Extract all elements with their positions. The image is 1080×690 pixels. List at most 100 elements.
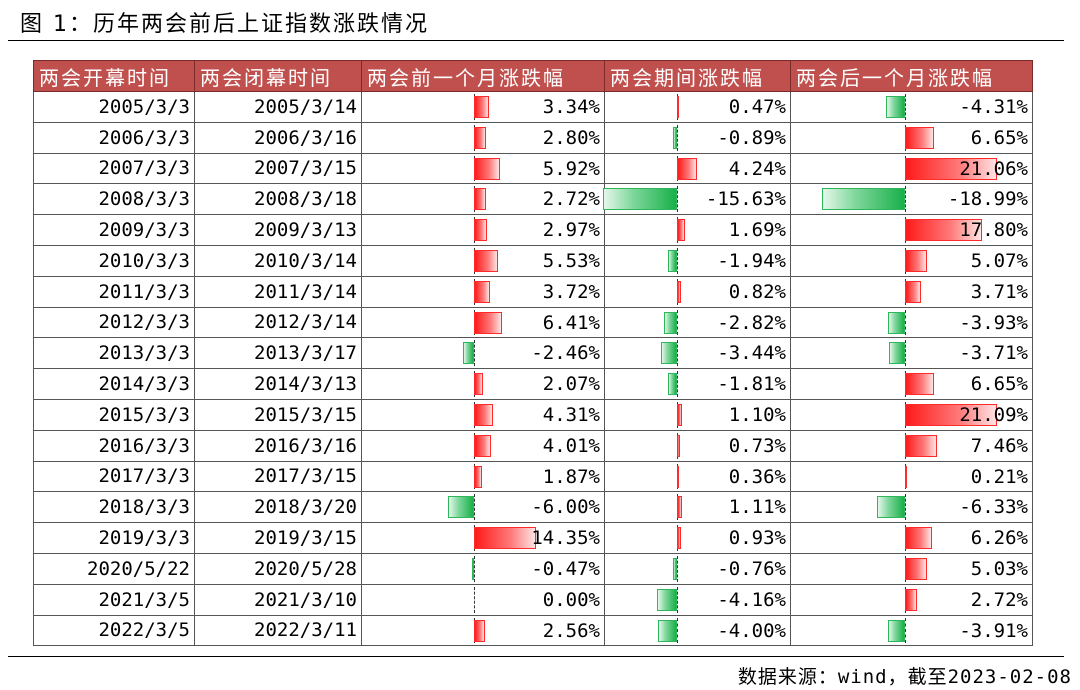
before-change-cell: 4.01% [361,429,605,462]
during-change-cell: 1.11% [604,491,791,524]
open-date-cell: 2007/3/3 [33,152,195,185]
close-date-cell: 2006/3/16 [194,121,362,154]
before-change-value: 2.07% [542,373,600,396]
before-change-value: -0.47% [531,557,600,580]
after-change-bar [905,403,997,426]
before-change-value: 2.97% [542,219,600,242]
table-row: 2010/3/3 2010/3/14 5.53% -1.94% 5.07% [33,244,1033,277]
during-change-cell: 0.82% [604,275,791,308]
during-change-cell: 4.24% [604,152,791,185]
before-change-bar [463,342,474,365]
close-date-cell: 2009/3/13 [194,214,362,246]
after-change-cell: 7.46% [790,429,1033,462]
open-date-cell: 2017/3/3 [33,460,195,493]
before-change-cell: 5.53% [361,244,605,277]
header-during-change: 两会期间涨跌幅 [604,60,791,92]
during-change-bar [672,126,677,149]
before-change-bar [474,465,483,488]
during-change-value: 1.11% [728,496,786,519]
table-row: 2017/3/3 2017/3/15 1.87% 0.36% 0.21% [33,460,1033,493]
during-change-bar [663,311,677,334]
open-date-cell: 2014/3/3 [33,368,195,400]
open-date-cell: 2009/3/3 [33,214,195,246]
during-change-value: 0.73% [728,434,786,457]
after-change-value: -6.33% [959,496,1028,519]
after-change-value: 5.03% [970,557,1028,580]
header-open-date: 两会开幕时间 [33,60,195,92]
during-change-value: -3.44% [717,342,786,365]
open-date-cell: 2016/3/3 [33,429,195,462]
table-row: 2022/3/5 2022/3/11 2.56% -4.00% -3.91% [33,614,1033,647]
before-change-cell: -2.46% [361,337,605,370]
during-change-cell: -1.94% [604,244,791,277]
before-change-cell: 2.56% [361,614,605,647]
during-change-cell: -15.63% [602,183,791,216]
after-change-bar [905,280,922,303]
after-change-bar [905,465,907,488]
during-change-bar [658,619,677,642]
after-change-value: 3.71% [970,280,1028,303]
during-change-value: -0.89% [717,126,786,149]
during-change-value: -1.94% [717,249,786,272]
before-change-value: 2.80% [542,126,600,149]
during-change-value: 0.82% [728,280,786,303]
before-change-value: -2.46% [531,342,600,365]
open-date-cell: 2006/3/3 [33,121,195,154]
after-change-bar [905,126,934,149]
after-change-bar [887,311,905,334]
before-change-cell: -6.00% [361,491,605,524]
before-change-bar [474,188,486,211]
after-change-bar [905,557,927,580]
figure-title: 图 1：历年两会前后上证指数涨跌情况 [20,12,429,37]
before-change-value: 14.35% [531,527,600,550]
table-row: 2009/3/3 2009/3/13 2.97% 1.69% 17.80% [33,214,1033,246]
after-change-value: 2.72% [970,588,1028,611]
during-change-bar [677,219,686,242]
before-change-bar [474,373,483,396]
during-change-value: 1.10% [728,403,786,426]
before-change-bar [447,496,474,519]
after-zero-axis [905,494,906,521]
table-row: 2014/3/3 2014/3/13 2.07% -1.81% 6.65% [33,368,1033,400]
during-change-bar [668,373,677,396]
after-zero-axis [905,340,906,367]
after-change-cell: 21.09% [790,398,1033,431]
before-zero-axis [474,340,475,367]
header-row: 两会开幕时间 两会闭幕时间 两会前一个月涨跌幅 两会期间涨跌幅 两会后一个月涨跌… [33,60,1033,92]
before-change-bar [474,280,491,303]
during-change-cell: -3.44% [604,337,791,370]
during-change-value: -4.00% [717,619,786,642]
before-change-bar [474,96,489,118]
during-change-cell: -2.82% [604,306,791,339]
after-change-cell: 6.65% [790,368,1033,400]
after-change-bar [905,434,938,457]
before-change-value: 0.00% [542,588,600,611]
before-change-bar [471,557,474,580]
before-change-cell: 2.97% [361,214,605,246]
after-change-value: 17.80% [959,219,1028,242]
during-change-value: -15.63% [705,188,786,211]
header-after-change: 两会后一个月涨跌幅 [790,60,1033,92]
after-change-bar [905,527,933,550]
close-date-cell: 2018/3/20 [194,491,362,524]
close-date-cell: 2016/3/16 [194,429,362,462]
during-change-bar [677,527,682,550]
during-change-cell: 0.93% [604,522,791,554]
during-change-cell: 0.36% [604,460,791,493]
after-zero-axis [905,309,906,336]
close-date-cell: 2012/3/14 [194,306,362,339]
data-table: 两会开幕时间 两会闭幕时间 两会前一个月涨跌幅 两会期间涨跌幅 两会后一个月涨跌… [33,60,1033,647]
during-change-cell: 1.10% [604,398,791,431]
close-date-cell: 2005/3/14 [194,91,362,123]
during-zero-axis [677,617,678,644]
after-zero-axis [905,94,906,120]
before-change-bar [474,434,492,457]
table-row: 2020/5/22 2020/5/28 -0.47% -0.76% 5.03% [33,552,1033,585]
open-date-cell: 2012/3/3 [33,306,195,339]
after-change-bar [905,157,997,180]
before-change-value: 1.87% [542,465,600,488]
after-change-bar [905,373,934,396]
after-change-value: -3.93% [959,311,1028,334]
after-change-value: 5.07% [970,249,1028,272]
before-change-value: 2.72% [542,188,600,211]
